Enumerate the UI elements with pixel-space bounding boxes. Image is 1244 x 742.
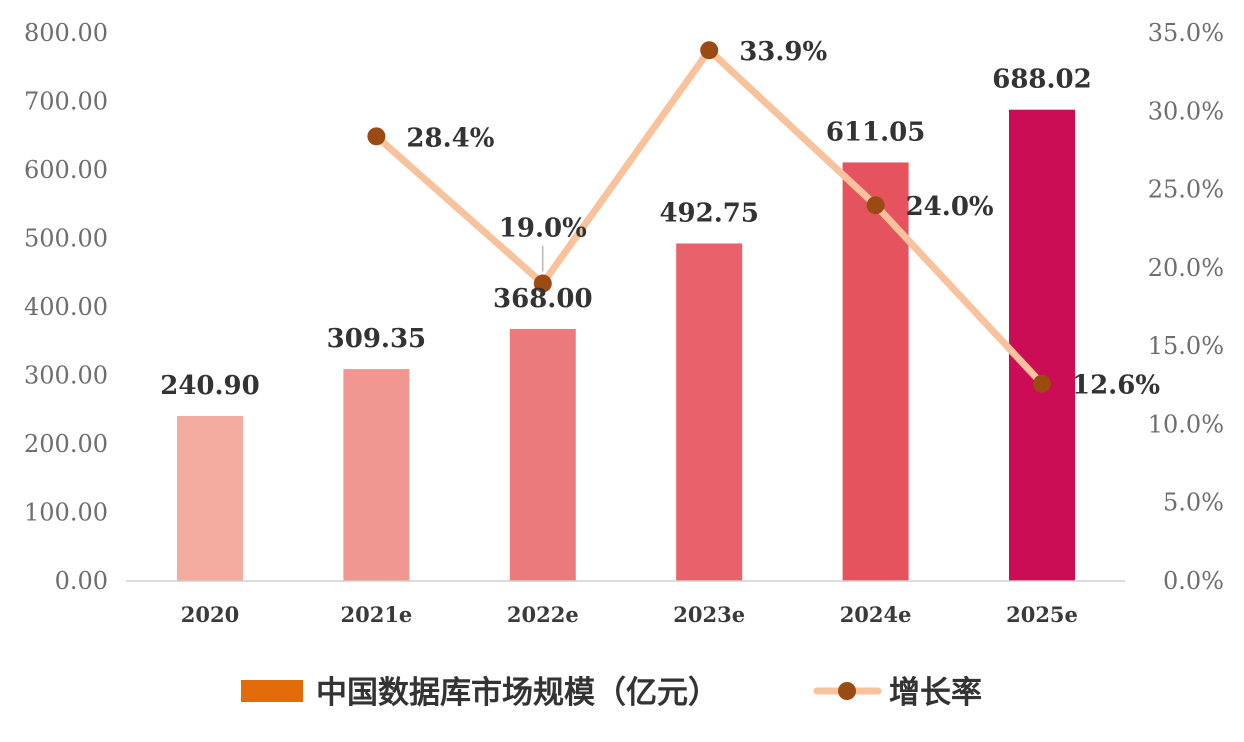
rate-value-labels: 28.4% 19.0% 33.9% 24.0% 12.6% bbox=[406, 37, 1160, 400]
left-axis-ticks: 0.00 100.00 200.00 300.00 400.00 500.00 600.00… bbox=[24, 19, 108, 595]
left-tick-label: 200.00 bbox=[24, 430, 108, 458]
bar-series bbox=[177, 109, 1075, 581]
right-tick-label: 5.0% bbox=[1163, 489, 1224, 517]
right-tick-label: 30.0% bbox=[1148, 97, 1224, 125]
bar bbox=[509, 328, 576, 581]
legend-swatch-marker bbox=[838, 682, 856, 700]
legend-label-line: 增长率 bbox=[889, 675, 982, 711]
bar-value-label: 611.05 bbox=[826, 117, 926, 147]
bar-value-label: 688.02 bbox=[992, 65, 1092, 95]
legend-label-bar: 中国数据库市场规模（亿元） bbox=[316, 675, 719, 711]
growth-rate-series bbox=[367, 41, 1051, 393]
left-tick-label: 800.00 bbox=[24, 19, 108, 47]
bar-value-label: 492.75 bbox=[659, 198, 759, 228]
left-tick-label: 600.00 bbox=[24, 156, 108, 184]
right-tick-label: 20.0% bbox=[1148, 254, 1224, 282]
x-tick-label: 2024e bbox=[840, 602, 912, 627]
left-tick-label: 300.00 bbox=[24, 362, 108, 390]
growth-rate-marker bbox=[367, 127, 386, 146]
x-tick-label: 2023e bbox=[673, 602, 745, 627]
legend-swatch-bar bbox=[241, 680, 303, 702]
bar-value-label: 368.00 bbox=[493, 284, 593, 314]
bar bbox=[343, 369, 410, 581]
x-tick-label: 2025e bbox=[1006, 602, 1078, 627]
legend: 中国数据库市场规模（亿元） 增长率 bbox=[241, 675, 982, 711]
rate-value-label: 28.4% bbox=[406, 123, 494, 153]
rate-value-label: 12.6% bbox=[1072, 371, 1160, 401]
bar-value-labels: 240.90 309.35 368.00 492.75 611.05 688.02 bbox=[160, 65, 1092, 401]
bar bbox=[676, 243, 743, 581]
right-tick-label: 10.0% bbox=[1148, 410, 1224, 438]
rate-value-label: 19.0% bbox=[499, 214, 587, 244]
bar-value-label: 240.90 bbox=[160, 371, 260, 401]
rate-value-label: 24.0% bbox=[906, 192, 994, 222]
x-axis-ticks: 2020 2021e 2022e 2023e 2024e 2025e bbox=[181, 602, 1078, 627]
growth-rate-marker bbox=[700, 41, 719, 60]
x-tick-label: 2022e bbox=[507, 602, 579, 627]
left-tick-label: 500.00 bbox=[24, 225, 108, 253]
right-tick-label: 25.0% bbox=[1148, 176, 1224, 204]
bar bbox=[177, 415, 243, 581]
right-tick-label: 15.0% bbox=[1148, 332, 1224, 360]
x-tick-label: 2020 bbox=[181, 602, 239, 627]
rate-value-label: 33.9% bbox=[739, 37, 827, 67]
growth-rate-marker bbox=[866, 196, 885, 215]
left-tick-label: 700.00 bbox=[24, 88, 108, 116]
left-tick-label: 400.00 bbox=[24, 293, 108, 321]
growth-rate-marker bbox=[533, 274, 552, 293]
growth-rate-marker bbox=[1033, 374, 1051, 393]
left-tick-label: 100.00 bbox=[24, 499, 108, 527]
bar bbox=[1009, 109, 1075, 581]
left-tick-label: 0.00 bbox=[55, 567, 108, 595]
right-tick-label: 35.0% bbox=[1148, 19, 1224, 47]
bar-value-label: 309.35 bbox=[327, 324, 427, 354]
right-axis-ticks: 0.0% 5.0% 10.0% 15.0% 20.0% 25.0% 30.0% 35.0% bbox=[1148, 19, 1224, 595]
right-tick-label: 0.0% bbox=[1163, 567, 1224, 595]
x-tick-label: 2021e bbox=[340, 602, 412, 627]
